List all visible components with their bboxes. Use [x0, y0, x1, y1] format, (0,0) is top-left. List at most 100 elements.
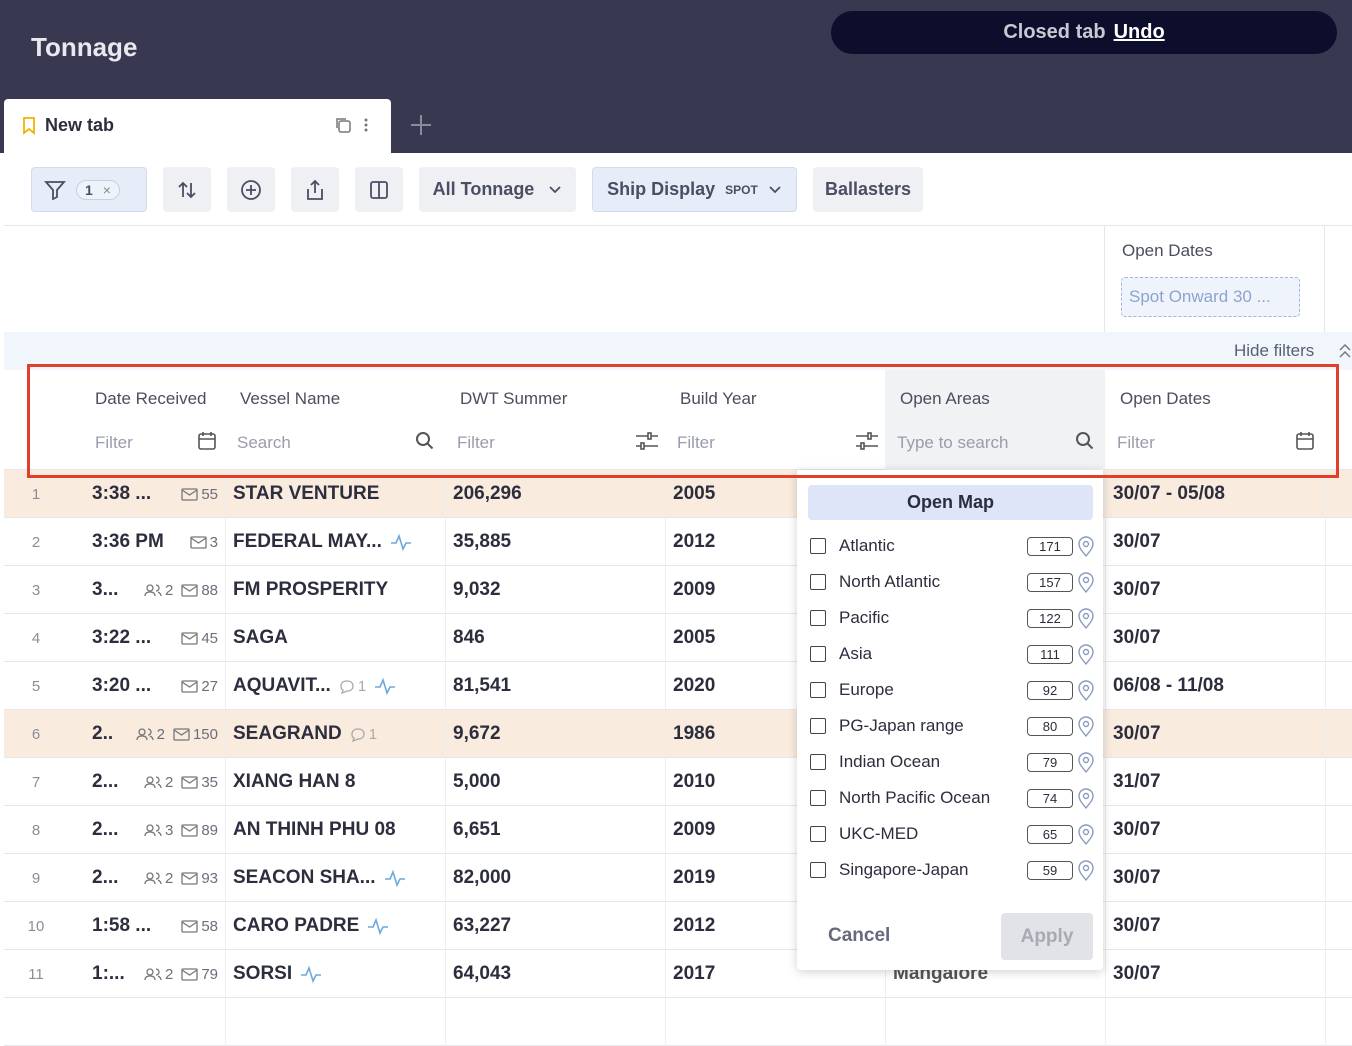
view-dropdown[interactable]: All Tonnage	[419, 167, 576, 212]
map-pin-icon	[1077, 751, 1095, 773]
open-dates-filter: Open Dates Spot Onward 30 ...	[1104, 226, 1325, 332]
vessel-name: XIANG HAN 8	[233, 771, 356, 792]
table-row[interactable]: 11 1:... 2 79 SORSI 64,043 2017 Mangalore 30/07	[4, 950, 1352, 998]
area-count: 111	[1027, 644, 1073, 664]
counters: 2 35	[144, 774, 218, 791]
checkbox[interactable]	[810, 718, 826, 734]
table-row[interactable]: 4 3:22 ... 45 SAGA 846 2005 30/07	[4, 614, 1352, 662]
open-dates: 30/07	[1113, 963, 1161, 984]
cancel-button[interactable]: Cancel	[828, 925, 891, 946]
table-row[interactable]: 1 3:38 ... 55 STAR VENTURE 206,296 2005 30/07 …	[4, 470, 1352, 518]
date-cell: 1:58 ... 58	[92, 902, 218, 950]
checkbox[interactable]	[810, 610, 826, 626]
clear-icon[interactable]: ×	[102, 181, 111, 198]
date-cell: 2.. 2 150	[92, 710, 218, 758]
open-map-button[interactable]: Open Map	[808, 485, 1093, 520]
open-dates: 30/07	[1113, 627, 1161, 648]
counters: 2 88	[144, 582, 218, 599]
area-option[interactable]: Indian Ocean 79	[810, 750, 1095, 774]
display-label: Ship Display	[607, 179, 716, 199]
column-filter[interactable]: Type to search	[897, 433, 1009, 452]
column-filter[interactable]: Filter	[95, 433, 133, 452]
table-row[interactable]: 5 3:20 ... 27 AQUAVIT... 1 81,541 2020 06/08 - …	[4, 662, 1352, 710]
time: 3:22 ...	[92, 627, 152, 648]
table-row[interactable]: 9 2... 2 93 SEACON SHA... 82,000 2019 30/07	[4, 854, 1352, 902]
collapse-icon[interactable]	[1338, 343, 1352, 359]
mail-count: 3	[190, 534, 218, 551]
checkbox[interactable]	[810, 682, 826, 698]
mail-count: 150	[173, 726, 218, 743]
date-cell: 2... 2 93	[92, 854, 218, 902]
area-option[interactable]: UKC-MED 65	[810, 822, 1095, 846]
checkbox[interactable]	[810, 574, 826, 590]
vessel-name: FM PROSPERITY	[233, 579, 389, 600]
area-option[interactable]: Atlantic 171	[810, 534, 1095, 558]
checkbox[interactable]	[810, 538, 826, 554]
column-filter[interactable]: Filter	[1117, 433, 1155, 452]
table-row[interactable]: 8 2... 3 89 AN THINH PHU 08 6,651 2009 30/07	[4, 806, 1352, 854]
filter-icon	[1295, 431, 1315, 451]
column-divider	[665, 566, 666, 614]
people-count: 2	[144, 870, 173, 887]
duplicate-icon[interactable]	[334, 116, 352, 134]
table-row[interactable]: 3 3... 2 88 FM PROSPERITY 9,032 2009 30/07	[4, 566, 1352, 614]
export-button[interactable]	[291, 167, 339, 212]
counters: 3 89	[144, 822, 218, 839]
table-row[interactable]: 10 1:58 ... 58 CARO PADRE 63,227 2012 30/07	[4, 902, 1352, 950]
column-filter[interactable]: Filter	[677, 433, 715, 452]
columns-button[interactable]	[355, 167, 403, 212]
filter-chip[interactable]: Spot Onward 30 ...	[1121, 277, 1300, 317]
toast: Closed tab Undo	[831, 11, 1337, 54]
undo-link[interactable]: Undo	[1113, 21, 1165, 43]
time: 3:20 ...	[92, 675, 152, 696]
mail-icon	[181, 487, 198, 501]
display-dropdown[interactable]: Ship Display SPOT	[592, 167, 797, 212]
add-button[interactable]	[227, 167, 275, 212]
table-row[interactable]: 6 2.. 2 150 SEAGRAND 1 9,672 1986 30/07	[4, 710, 1352, 758]
hide-filters[interactable]: Hide filters	[1234, 341, 1315, 360]
mail-count: 88	[181, 582, 218, 599]
area-count: 122	[1027, 608, 1073, 628]
filter-button[interactable]: 1 ×	[31, 167, 147, 212]
area-option[interactable]: North Pacific Ocean 74	[810, 786, 1095, 810]
checkbox[interactable]	[810, 790, 826, 806]
checkbox[interactable]	[810, 646, 826, 662]
area-count: 92	[1027, 680, 1073, 700]
vessel-cell: SEAGRAND 1	[233, 710, 443, 758]
area-option[interactable]: Singapore-Japan 59	[810, 858, 1095, 882]
checkbox[interactable]	[810, 862, 826, 878]
build-year: 2009	[673, 579, 716, 600]
vessel-cell: XIANG HAN 8	[233, 758, 443, 806]
area-option[interactable]: Pacific 122	[810, 606, 1095, 630]
menu-icon[interactable]	[362, 116, 370, 134]
checkbox[interactable]	[810, 754, 826, 770]
area-option[interactable]: Asia 111	[810, 642, 1095, 666]
table-row[interactable]: 2 3:36 PM 3 FEDERAL MAY... 35,885 2012 30/07	[4, 518, 1352, 566]
area-label: Atlantic	[839, 536, 895, 555]
checkbox[interactable]	[810, 826, 826, 842]
mail-value: 58	[201, 917, 218, 935]
column-filter[interactable]: Search	[237, 433, 291, 452]
area-option[interactable]: North Atlantic 157	[810, 570, 1095, 594]
sort-button[interactable]	[163, 167, 211, 212]
area-label: Indian Ocean	[839, 752, 941, 771]
counters: 27	[181, 678, 218, 695]
mail-value: 89	[201, 821, 218, 839]
filter-icon	[855, 431, 879, 451]
area-option[interactable]: Europe 92	[810, 678, 1095, 702]
tab[interactable]: New tab	[4, 99, 391, 155]
new-tab-button[interactable]	[410, 114, 432, 136]
activity-icon	[390, 533, 412, 551]
area-option[interactable]: PG-Japan range 80	[810, 714, 1095, 738]
people-count: 3	[144, 822, 173, 839]
date-cell: 2... 3 89	[92, 806, 218, 854]
table-row[interactable]: 7 2... 2 35 XIANG HAN 8 5,000 2010 31/07	[4, 758, 1352, 806]
table-row[interactable]	[4, 998, 1352, 1046]
build-year: 2010	[673, 771, 716, 792]
ballasters-button[interactable]: Ballasters	[813, 167, 923, 212]
mail-icon	[181, 871, 198, 885]
date-cell: 3:22 ... 45	[92, 614, 218, 662]
vessel-cell: AN THINH PHU 08	[233, 806, 443, 854]
apply-button[interactable]: Apply	[1001, 913, 1093, 960]
column-filter[interactable]: Filter	[457, 433, 495, 452]
